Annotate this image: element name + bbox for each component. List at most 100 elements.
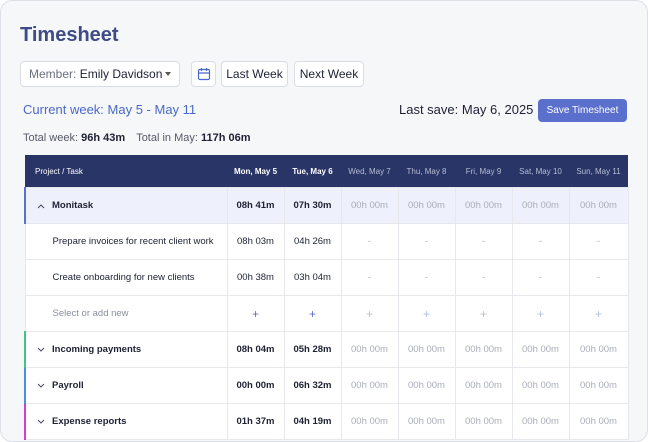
column-header: Fri, May 9 <box>455 155 512 188</box>
time-cell[interactable]: 00h 00m <box>454 367 513 404</box>
time-cell[interactable]: 00h 00m <box>397 403 456 440</box>
table-row: Expense reports 01h 37m 04h 19m 00h 00m 00h … <box>24 403 629 440</box>
page-title: Timesheet <box>20 24 119 46</box>
table-row: Incoming payments 08h 04m 05h 28m 00h 00m 00… <box>24 331 629 368</box>
chevron[interactable] <box>37 383 45 389</box>
table-row: Payroll 00h 00m 06h 32m 00h 00m 00h 00m 00h 0… <box>24 367 629 404</box>
row-label-cell: Create onboarding for new clients <box>24 259 228 296</box>
task-name: Prepare invoices for recent client work <box>52 236 214 247</box>
project-name: Expense reports <box>52 416 127 427</box>
month-label: Total in May: <box>136 132 198 144</box>
time-cell[interactable]: - <box>454 259 513 296</box>
member-dropdown[interactable]: Member: Emily Davidson <box>20 61 180 87</box>
time-cell[interactable]: 05h 28m <box>283 331 342 368</box>
column-header: Wed, May 7 <box>341 155 398 188</box>
time-cell[interactable]: 00h 00m <box>340 367 399 404</box>
time-cell[interactable]: 01h 37m <box>226 403 285 440</box>
time-cell[interactable]: 08h 41m <box>226 187 285 224</box>
project-name: Monitask <box>52 200 94 211</box>
table-row: Select or add new + + + + + + + <box>24 295 629 332</box>
task-name: Create onboarding for new clients <box>52 272 195 283</box>
time-cell[interactable]: 00h 00m <box>454 403 513 440</box>
add-time[interactable]: + <box>226 295 285 332</box>
add-time[interactable]: + <box>511 295 570 332</box>
last-week-button[interactable]: Last Week <box>221 61 288 87</box>
project-name: Incoming payments <box>52 344 142 355</box>
time-cell[interactable]: 00h 00m <box>568 331 629 368</box>
time-cell[interactable]: 06h 32m <box>283 367 342 404</box>
time-cell[interactable]: 00h 00m <box>568 403 629 440</box>
row-label-cell[interactable]: Monitask <box>24 187 228 224</box>
time-cell[interactable]: - <box>511 259 570 296</box>
member-value: Emily Davidson <box>79 67 163 81</box>
add-time[interactable]: + <box>397 295 456 332</box>
chevron[interactable] <box>37 347 45 353</box>
time-cell[interactable]: 08h 04m <box>226 331 285 368</box>
time-cell[interactable]: 00h 00m <box>511 331 570 368</box>
time-cell[interactable]: 07h 30m <box>283 187 342 224</box>
column-header: Project / Task <box>25 155 227 188</box>
month-value: 117h 06m <box>201 132 251 144</box>
time-cell[interactable]: 04h 19m <box>283 403 342 440</box>
column-header: Sun, May 11 <box>569 155 628 188</box>
time-cell[interactable]: - <box>340 259 399 296</box>
time-cell[interactable]: 03h 04m <box>283 259 342 296</box>
time-cell[interactable]: 00h 00m <box>568 187 629 224</box>
time-cell[interactable]: 00h 00m <box>226 367 285 404</box>
time-cell[interactable]: - <box>568 259 629 296</box>
totals: Total week: 96h 43m Total in May: 117h 0… <box>23 132 251 144</box>
row-label-cell[interactable]: Select or add new <box>24 295 228 332</box>
time-cell[interactable]: 00h 00m <box>340 331 399 368</box>
time-cell[interactable]: 00h 00m <box>340 403 399 440</box>
time-cell[interactable]: - <box>511 223 570 260</box>
calendar-button[interactable] <box>191 61 216 87</box>
time-cell[interactable]: 00h 00m <box>511 367 570 404</box>
project-name: Payroll <box>52 380 84 391</box>
time-cell[interactable]: 04h 26m <box>283 223 342 260</box>
time-cell[interactable]: - <box>568 223 629 260</box>
table-row: Create onboarding for new clients 00h 38m… <box>24 259 629 296</box>
time-cell[interactable]: - <box>397 223 456 260</box>
time-cell[interactable]: 00h 00m <box>568 367 629 404</box>
time-cell[interactable]: - <box>454 223 513 260</box>
add-time[interactable]: + <box>340 295 399 332</box>
time-cell[interactable]: 00h 00m <box>340 187 399 224</box>
time-cell[interactable]: 00h 00m <box>397 187 456 224</box>
add-time[interactable]: + <box>454 295 513 332</box>
current-week: Current week: May 5 - May 11 <box>23 102 197 117</box>
calendar-icon <box>197 68 211 81</box>
row-label-cell[interactable]: Incoming payments <box>24 331 228 368</box>
next-week-button[interactable]: Next Week <box>294 61 364 87</box>
dropdown-caret <box>165 72 171 76</box>
time-cell[interactable]: - <box>340 223 399 260</box>
timesheet-table: Project / Task Mon, May 5 Tue, May 6 Wed, M… <box>24 155 629 440</box>
row-label-cell[interactable]: Payroll <box>24 367 228 404</box>
last-save: Last save: May 6, 2025 <box>399 102 534 117</box>
time-cell[interactable]: 00h 00m <box>397 331 456 368</box>
add-task[interactable]: Select or add new <box>52 308 129 319</box>
time-cell[interactable]: 00h 38m <box>226 259 285 296</box>
chevron[interactable] <box>37 203 45 209</box>
row-label-cell: Prepare invoices for recent client work <box>24 223 228 260</box>
time-cell[interactable]: 00h 00m <box>397 367 456 404</box>
column-header: Tue, May 6 <box>284 155 341 188</box>
time-cell[interactable]: 00h 00m <box>511 403 570 440</box>
add-time[interactable]: + <box>568 295 629 332</box>
chevron[interactable] <box>37 419 45 425</box>
time-cell[interactable]: 00h 00m <box>454 331 513 368</box>
table-row: Prepare invoices for recent client work 0… <box>24 223 629 260</box>
time-cell[interactable]: 08h 03m <box>226 223 285 260</box>
table-row: Monitask 08h 41m 07h 30m 00h 00m 00h 00m 00h … <box>24 187 629 224</box>
column-header: Sat, May 10 <box>512 155 569 188</box>
column-header: Mon, May 5 <box>227 155 284 188</box>
save-button[interactable]: Save Timesheet <box>538 99 627 122</box>
column-header: Thu, May 8 <box>398 155 455 188</box>
week-label: Total week: <box>23 132 79 144</box>
time-cell[interactable]: - <box>397 259 456 296</box>
add-time[interactable]: + <box>283 295 342 332</box>
row-label-cell[interactable]: Expense reports <box>24 403 228 440</box>
time-cell[interactable]: 00h 00m <box>511 187 570 224</box>
week-value: 96h 43m <box>81 132 126 144</box>
time-cell[interactable]: 00h 00m <box>454 187 513 224</box>
